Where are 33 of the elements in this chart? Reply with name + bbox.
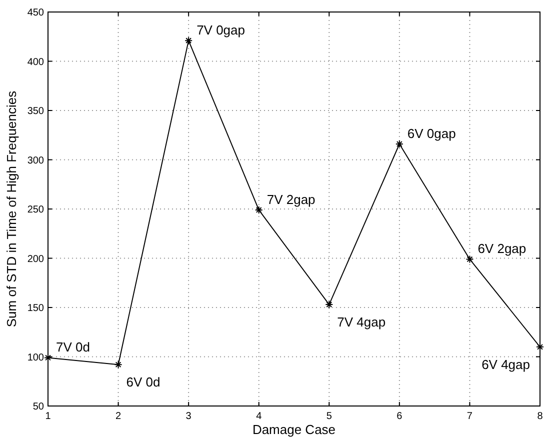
annotation: 6V 0gap [407,126,456,141]
annotation: 6V 2gap [478,241,526,256]
x-axis-title: Damage Case [252,422,336,437]
x-tick-label: 8 [537,411,544,422]
x-tick-label: 3 [186,411,192,422]
point [395,140,404,148]
annotation: 7V 0gap [196,22,246,38]
x-tick-label: 7 [466,411,473,422]
y-tick-label: 300 [27,155,44,166]
annotation: 7V 0d [56,340,90,355]
x-tick-label: 1 [45,411,52,422]
annotation: 6V 4gap [482,356,530,372]
point [184,36,193,45]
point [466,255,474,264]
annotation: 7V 4gap [337,314,386,330]
y-tick-label: 450 [27,8,44,18]
y-tick-label: 250 [27,204,44,216]
y-tick-label: 350 [27,106,44,117]
point [114,360,122,369]
annotation: 7V 2gap [266,192,316,207]
y-tick-label: 100 [27,352,44,364]
y-axis-title: Sum of STD in Time of High Frequencies [4,90,19,328]
x-tick-label: 2 [116,411,122,422]
point [254,206,263,214]
x-tick-label: 4 [256,411,262,422]
y-tick-label: 50 [32,402,44,412]
y-tick-label: 200 [27,254,44,265]
x-tick-label: 6 [396,411,403,422]
x-tick-label: 5 [326,411,332,422]
annotation: 6V 0d [126,374,160,390]
point [325,300,334,309]
y-tick-label: 400 [27,56,44,68]
y-tick-label: 150 [27,303,44,314]
